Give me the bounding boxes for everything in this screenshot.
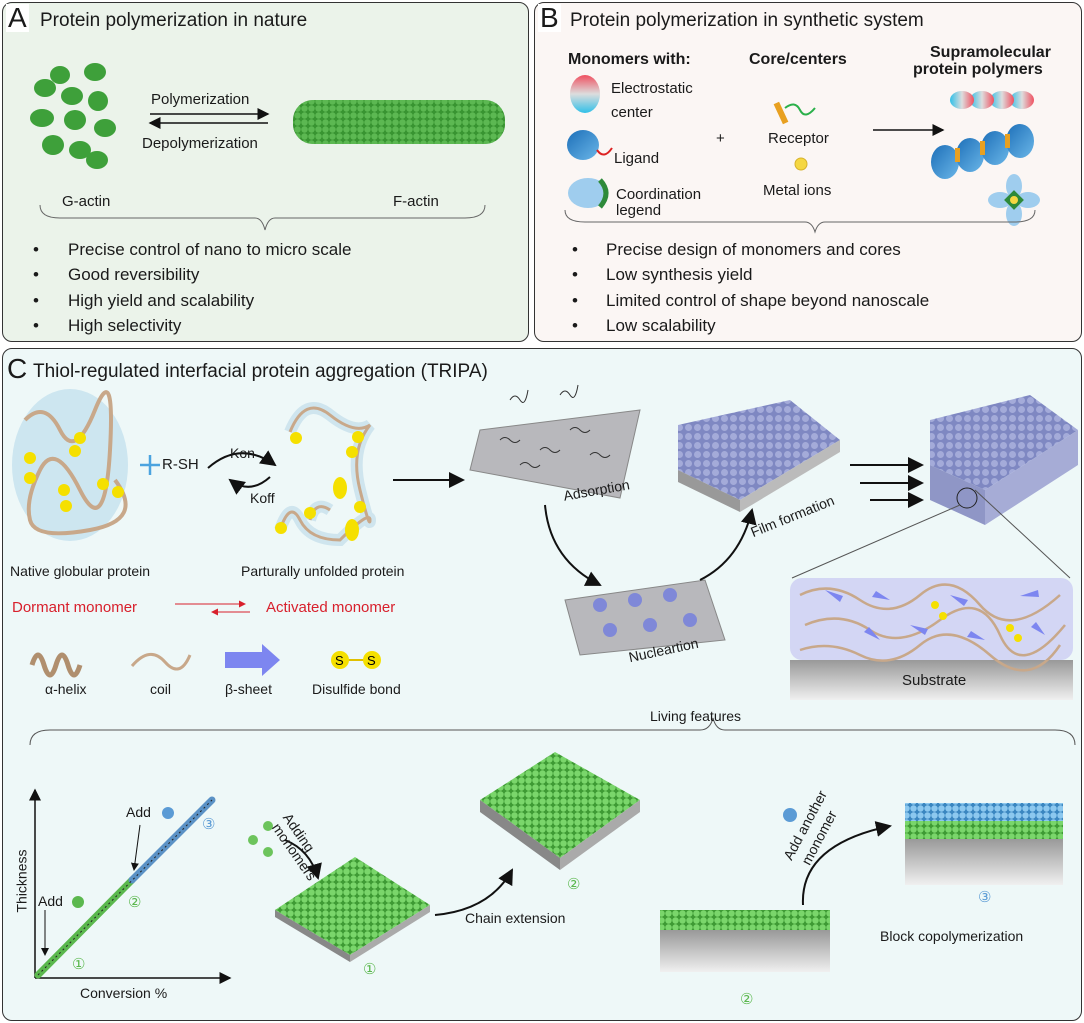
bullet: Low synthesis yield — [606, 265, 753, 284]
substrate-label: Substrate — [902, 672, 967, 689]
koff-label: Koff — [250, 490, 275, 506]
bullet: Low scalability — [606, 316, 716, 335]
nucleation-surface — [564, 579, 726, 656]
activated-label: Activated monomer — [266, 599, 396, 616]
native-globular-protein — [12, 389, 128, 541]
panel-b-title: Protein polymerization in synthetic syst… — [570, 10, 924, 31]
panel-b — [534, 2, 1082, 342]
mark-1: ① — [72, 956, 86, 973]
legend-beta-sheet: β-sheet — [225, 681, 272, 697]
products-heading: Supramolecular — [930, 44, 1051, 61]
chain-extension-label: Chain extension — [465, 910, 566, 926]
brace-b — [564, 209, 1036, 234]
film-2-side — [660, 910, 830, 972]
adsorption-surface — [469, 384, 641, 499]
products-heading: protein polymers — [913, 61, 1043, 78]
arrow-nucleation-to-film — [699, 508, 757, 581]
s-glyph: S — [367, 653, 376, 668]
receptor-label: Receptor — [768, 130, 829, 147]
adding-arrow — [284, 839, 322, 880]
film-cross-section-inset — [790, 578, 1073, 700]
bullet: Good reversibility — [68, 265, 200, 284]
f-actin-label: F-actin — [393, 193, 439, 210]
coordination-label: Coordination — [616, 186, 702, 203]
monomers-heading: Monomers with: — [568, 51, 691, 68]
unfolded-protein — [274, 402, 377, 547]
beta-sheet-icon — [225, 644, 280, 676]
electrostatic-label: Electrostatic — [611, 80, 693, 97]
legend-alpha-helix: α-helix — [45, 681, 87, 697]
monomer-dots — [248, 821, 273, 857]
panel-letter-c: C — [7, 353, 28, 384]
alpha-helix-icon — [29, 652, 83, 678]
bullet: Precise control of nano to micro scale — [68, 240, 352, 259]
metal-ions-label: Metal ions — [763, 182, 832, 199]
bullet: High selectivity — [68, 316, 182, 335]
growth-arrows — [850, 457, 924, 508]
brace-a — [39, 204, 486, 231]
depolymerization-label: Depolymerization — [142, 135, 258, 152]
film-mark: ① — [363, 961, 377, 978]
core-icons — [773, 101, 816, 171]
add-label: Add — [126, 804, 151, 820]
legend-disulfide: Disulfide bond — [312, 681, 401, 697]
coordination-label: legend — [616, 202, 662, 219]
add-label: Add — [38, 893, 63, 909]
bullet: Limited control of shape beyond nanoscal… — [606, 291, 930, 310]
block-copolymerization-label: Block copolymerization — [880, 928, 1024, 944]
g-actin-label: G-actin — [62, 193, 111, 210]
chain-extension-arrow — [434, 868, 513, 916]
living-features-label: Living features — [650, 708, 742, 724]
kon-arrow — [207, 450, 277, 469]
monomer-icons — [567, 75, 613, 209]
thickness-graph — [29, 788, 232, 984]
film-mark: ③ — [978, 889, 992, 906]
panel-a-title: Protein polymerization in nature — [40, 10, 308, 31]
bullet: Precise design of monomers and cores — [606, 240, 901, 259]
polymer-products — [931, 91, 1040, 226]
film-1 — [275, 857, 430, 962]
arrow-adsorption-to-nucleation — [544, 504, 602, 586]
film-mark: ② — [567, 876, 581, 893]
film-2 — [480, 752, 640, 870]
equilibrium-arrows — [148, 108, 270, 129]
legend-coil: coil — [150, 681, 172, 697]
dormant-label: Dormant monomer — [12, 599, 138, 616]
native-label: Native globular protein — [10, 563, 151, 579]
plus-icon — [140, 455, 160, 475]
add-another-arrow — [801, 821, 892, 906]
panel-a — [2, 2, 529, 342]
unfolded-label: Parturally unfolded protein — [241, 563, 405, 579]
final-film — [791, 395, 1078, 579]
s-glyph: S — [335, 653, 344, 668]
graph-ylabel: Thickness — [13, 849, 30, 913]
reagent-label: R-SH — [162, 456, 199, 473]
cores-heading: Core/centers — [749, 51, 847, 68]
film-mark: ② — [740, 991, 754, 1008]
block-copolymer — [905, 803, 1063, 885]
plus-sign: + — [716, 130, 725, 147]
panel-letter-b: B — [538, 2, 561, 33]
f-actin-filament — [293, 100, 505, 144]
film-block — [678, 400, 840, 512]
coil-icon — [130, 653, 192, 671]
koff-arrow — [228, 476, 271, 495]
mark-3: ③ — [202, 816, 216, 833]
graph-xlabel: Conversion % — [80, 985, 168, 1001]
panel-letter-a: A — [6, 2, 29, 33]
blue-monomer — [783, 808, 797, 822]
g-actin-monomers — [30, 63, 116, 169]
mark-2: ② — [128, 894, 142, 911]
polymerization-label: Polymerization — [151, 91, 250, 108]
kon-label: Kon — [230, 445, 255, 461]
panel-c-title: Thiol-regulated interfacial protein aggr… — [33, 361, 488, 382]
bullet: High yield and scalability — [68, 291, 255, 310]
ligand-label: Ligand — [614, 150, 660, 167]
brace-c — [29, 717, 1076, 746]
electrostatic-label: center — [611, 104, 653, 121]
